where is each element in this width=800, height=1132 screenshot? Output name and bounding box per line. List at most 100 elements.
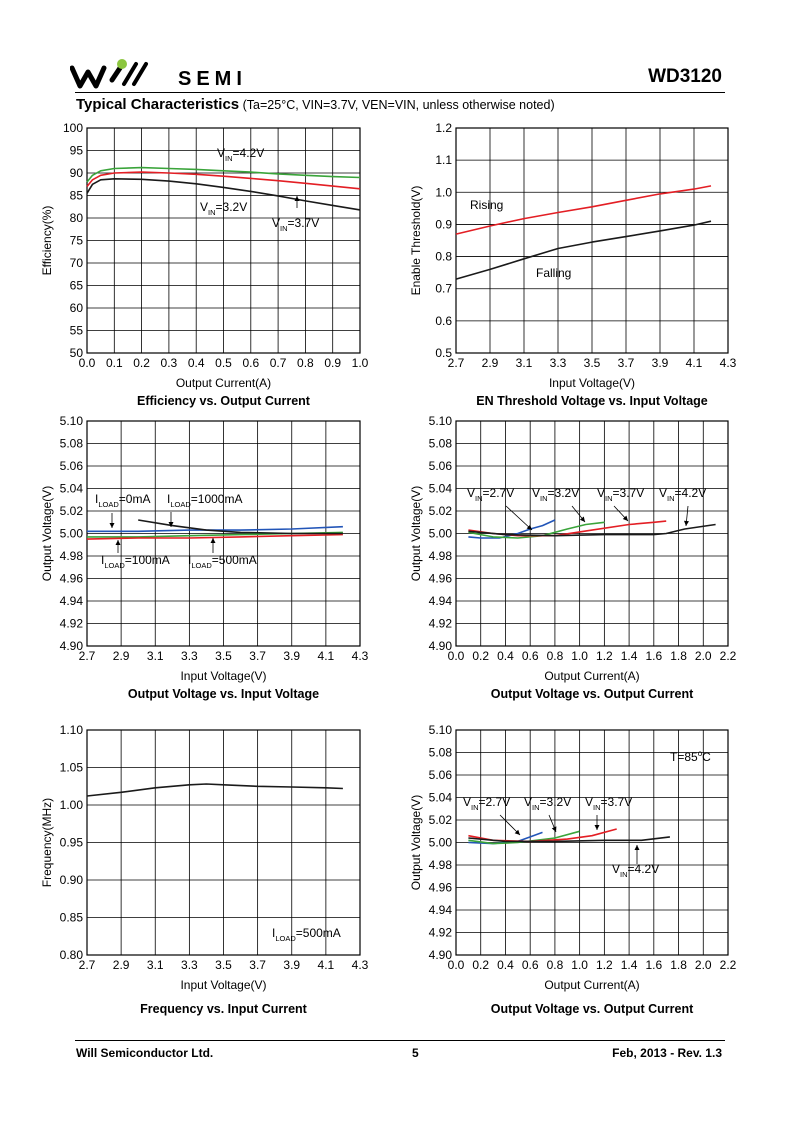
y-tick-label: 65 <box>70 279 84 293</box>
chart-frequency: 2.7 2.9 3.1 3.3 3.5 3.7 3.9 4.1 4.3 0.80 0.85 0.90 0… <box>40 723 369 1016</box>
chart-en-threshold: 2.7 2.9 3.1 3.3 3.5 3.7 3.9 4.1 4.3 0.5 0.6 0.7 0.8 0… <box>409 121 737 408</box>
x-tick-label: 4.3 <box>352 958 369 972</box>
x-tick-label: 2.7 <box>448 356 465 370</box>
y-tick-label: 1.00 <box>60 798 84 812</box>
x-tick-label: 3.5 <box>215 958 232 972</box>
series-line-iload-500ma <box>86 533 343 540</box>
y-tick-label: 4.90 <box>429 948 453 962</box>
x-tick-label: 3.9 <box>283 649 300 663</box>
y-axis-label: Output Voltage(V) <box>409 795 423 890</box>
x-tick-label: 0.8 <box>297 356 314 370</box>
x-tick-label: 0.0 <box>448 649 465 663</box>
y-tick-label: 0.8 <box>435 250 452 264</box>
will-semi-logo <box>70 59 148 89</box>
footer-page-number: 5 <box>412 1046 419 1060</box>
y-tick-label: 5.06 <box>60 459 84 473</box>
y-tick-label: 4.90 <box>60 639 84 653</box>
annotation-arrowhead <box>526 524 532 530</box>
annotation-label: VIN=2.7V <box>467 486 514 503</box>
x-tick-label: 1.6 <box>645 649 662 663</box>
x-tick-label: 4.1 <box>318 649 335 663</box>
y-tick-label: 5.08 <box>429 746 453 760</box>
x-tick-label: 4.3 <box>720 356 737 370</box>
series-line-vin-4-2v <box>86 166 361 183</box>
x-tick-label: 3.5 <box>584 356 601 370</box>
x-tick-label: 3.3 <box>181 958 198 972</box>
y-tick-label: 1.0 <box>435 185 452 199</box>
y-tick-label: 90 <box>70 166 84 180</box>
series-line-vin-4-2v <box>468 523 716 537</box>
annotation-label: VIN=4.2V <box>659 486 706 503</box>
annotation-arrow <box>505 505 533 531</box>
chart-vout-vs-iout: 0.0 0.2 0.4 0.6 0.8 1.0 1.2 1.4 1.6 1.8 2.0 2.2 4.90… <box>409 414 737 701</box>
annotation-arrowhead <box>115 540 121 545</box>
annotation-label: VIN=3.2V <box>200 200 247 217</box>
x-axis-label: Input Voltage(V) <box>180 978 266 992</box>
x-tick-label: 3.1 <box>516 356 533 370</box>
chart-vout-vs-vin: 2.7 2.9 3.1 3.3 3.5 3.7 3.9 4.1 4.3 4.90 4.92 4.94 4… <box>40 414 369 701</box>
x-tick-label: 3.5 <box>215 649 232 663</box>
header-rule <box>75 92 725 93</box>
chart-vout-vs-iout-85c: 0.0 0.2 0.4 0.6 0.8 1.0 1.2 1.4 1.6 1.8 2.0 2.2 4.90… <box>409 723 737 1016</box>
section-heading: Typical Characteristics (Ta=25°C, VIN=3.… <box>76 96 555 113</box>
x-axis-label: Output Current(A) <box>176 376 271 390</box>
y-tick-label: 5.06 <box>429 768 453 782</box>
footer-rule <box>75 1040 725 1041</box>
y-axis-label: Efficiency(%) <box>40 206 54 276</box>
y-tick-label: 4.96 <box>429 881 453 895</box>
x-tick-label: 4.3 <box>352 649 369 663</box>
x-tick-label: 0.5 <box>215 356 232 370</box>
annotation-label: T=85oC <box>670 749 711 764</box>
x-tick-label: 3.3 <box>181 649 198 663</box>
annotation-label: ILOAD=1000mA <box>167 492 242 509</box>
x-tick-label: 1.2 <box>596 958 613 972</box>
annotation-label: ILOAD=0mA <box>95 492 150 509</box>
y-tick-label: 0.7 <box>435 282 452 296</box>
y-tick-label: 5.02 <box>429 813 453 827</box>
x-tick-label: 0.0 <box>79 356 96 370</box>
x-tick-label: 2.9 <box>482 356 499 370</box>
annotation-arrowhead <box>579 516 585 522</box>
x-tick-label: 0.8 <box>547 958 564 972</box>
x-tick-label: 0.6 <box>522 649 539 663</box>
x-tick-label: 0.4 <box>497 649 514 663</box>
y-tick-label: 5.00 <box>429 527 453 541</box>
chart-title: Efficiency vs. Output Current <box>137 394 311 408</box>
chart-title: Output Voltage vs. Output Current <box>491 1002 694 1016</box>
y-tick-label: 4.92 <box>429 926 453 940</box>
y-tick-label: 5.10 <box>60 414 84 428</box>
heading-title: Typical Characteristics <box>76 96 240 113</box>
y-tick-label: 4.96 <box>60 572 84 586</box>
annotation-arrowhead <box>210 538 216 543</box>
y-tick-label: 5.08 <box>60 437 84 451</box>
x-tick-label: 3.7 <box>249 649 266 663</box>
annotation-arrowhead <box>514 829 520 835</box>
y-tick-label: 5.10 <box>429 414 453 428</box>
y-tick-label: 4.98 <box>429 549 453 563</box>
y-axis-label: Enable Threshold(V) <box>409 186 423 296</box>
y-tick-label: 0.95 <box>60 836 84 850</box>
chart-title: Output Voltage vs. Input Voltage <box>128 687 319 701</box>
annotation-arrowhead <box>294 196 300 201</box>
y-tick-label: 4.94 <box>429 903 453 917</box>
y-tick-label: 1.05 <box>60 761 84 775</box>
annotation-label: Rising <box>470 198 503 212</box>
y-axis-label: Frequency(MHz) <box>40 798 54 887</box>
y-tick-label: 4.92 <box>60 617 84 631</box>
y-tick-label: 0.90 <box>60 873 84 887</box>
y-tick-label: 5.00 <box>429 836 453 850</box>
y-tick-label: 70 <box>70 256 84 270</box>
series-line-vin-3-2v <box>468 830 580 845</box>
part-number: WD3120 <box>648 66 722 87</box>
y-tick-label: 55 <box>70 324 84 338</box>
x-tick-label: 1.0 <box>571 958 588 972</box>
y-tick-label: 1.10 <box>60 723 84 737</box>
x-axis-label: Input Voltage(V) <box>180 669 266 683</box>
y-tick-label: 5.10 <box>429 723 453 737</box>
y-tick-label: 80 <box>70 211 84 225</box>
series-line-vin-2-7v <box>468 519 556 539</box>
x-tick-label: 0.3 <box>161 356 178 370</box>
annotation-label: VIN=3.2V <box>532 486 579 503</box>
x-tick-label: 4.1 <box>318 958 335 972</box>
